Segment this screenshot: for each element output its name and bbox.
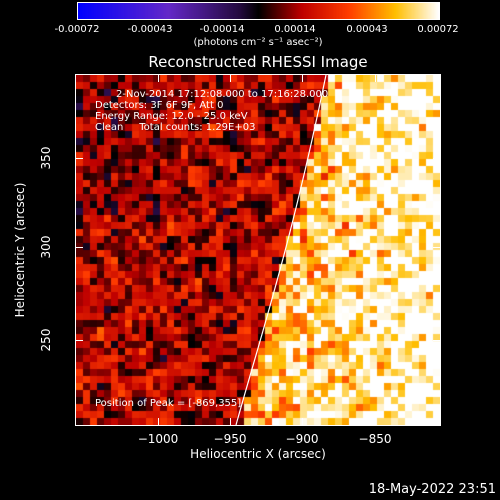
annotation-clean-counts: Clean Total counts: 1.29E+03	[95, 122, 256, 133]
tick-mark	[302, 418, 303, 426]
tick-mark	[230, 74, 231, 82]
colorbar-tick-label: -0.00014	[199, 24, 245, 35]
colorbar-tick-label: 0.00072	[417, 24, 459, 35]
annotation-time-range: 2-Nov-2014 17:12:08.000 to 17:16:28.000	[116, 89, 329, 100]
tick-mark	[75, 340, 83, 341]
annotation-detectors: Detectors: 3F 6F 9F, Att 0	[95, 100, 224, 111]
colorbar-tick-label: 0.00014	[274, 24, 316, 35]
colorbar	[77, 2, 440, 20]
tick-mark	[158, 418, 159, 426]
x-tick-label: −850	[358, 432, 392, 446]
x-axis-label: Heliocentric X (arcsec)	[190, 447, 326, 461]
tick-mark	[433, 340, 441, 341]
tick-mark	[433, 247, 441, 248]
timestamp: 18-May-2022 23:51	[368, 482, 496, 497]
tick-mark	[75, 158, 83, 159]
y-axis-label: Heliocentric Y (arcsec)	[13, 182, 27, 318]
x-tick-label: −1000	[137, 432, 179, 446]
plot-title: Reconstructed RHESSI Image	[148, 53, 368, 71]
tick-mark	[433, 158, 441, 159]
colorbar-tick-label: -0.00043	[127, 24, 173, 35]
tick-mark	[75, 247, 83, 248]
y-tick-label: 300	[39, 235, 53, 259]
colorbar-units: (photons cm⁻² s⁻¹ asec⁻²)	[193, 37, 323, 48]
solar-limb-overlay	[235, 75, 327, 425]
x-tick-label: −950	[213, 432, 247, 446]
annotation-peak-position: Position of Peak = [-869,355]	[95, 398, 242, 409]
annotation-energy-range: Energy Range: 12.0 - 25.0 keV	[95, 111, 248, 122]
tick-mark	[375, 74, 376, 82]
colorbar-tick-label: -0.00072	[54, 24, 100, 35]
reconstructed-image	[76, 75, 440, 425]
tick-mark	[230, 418, 231, 426]
tick-mark	[158, 74, 159, 82]
solar-limb-line	[235, 75, 327, 425]
y-tick-label: 350	[39, 146, 53, 170]
y-tick-label: 250	[39, 328, 53, 352]
colorbar-tick-label: 0.00043	[346, 24, 388, 35]
tick-mark	[302, 74, 303, 82]
x-tick-label: −900	[285, 432, 319, 446]
image-plot-frame: 2-Nov-2014 17:12:08.000 to 17:16:28.000 …	[75, 74, 441, 426]
tick-mark	[375, 418, 376, 426]
